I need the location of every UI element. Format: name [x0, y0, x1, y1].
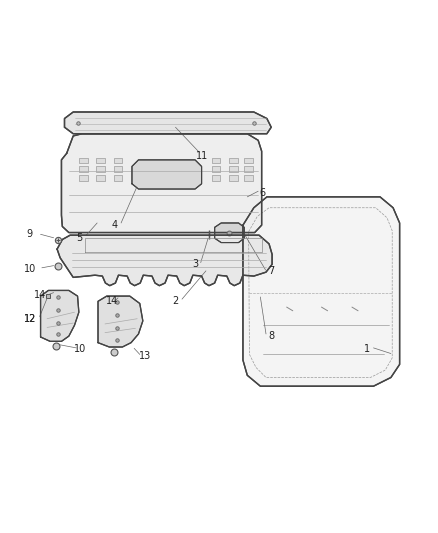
Bar — [114, 166, 122, 172]
Bar — [79, 166, 88, 172]
Text: 13: 13 — [139, 351, 151, 361]
Text: 9: 9 — [27, 229, 33, 239]
Text: 10: 10 — [74, 344, 86, 354]
Polygon shape — [132, 160, 201, 189]
Text: 7: 7 — [268, 266, 274, 276]
Bar — [114, 175, 122, 181]
Bar — [79, 175, 88, 181]
Text: 14: 14 — [106, 296, 119, 306]
Polygon shape — [243, 197, 399, 386]
Text: 2: 2 — [172, 296, 179, 306]
Bar — [212, 175, 220, 181]
Polygon shape — [98, 296, 143, 347]
Bar — [96, 158, 105, 163]
Text: 5: 5 — [77, 233, 83, 243]
Text: 3: 3 — [192, 260, 198, 269]
Bar — [212, 166, 220, 172]
Bar — [229, 158, 238, 163]
Text: 11: 11 — [195, 150, 208, 160]
Text: 4: 4 — [112, 220, 118, 230]
Bar — [79, 158, 88, 163]
Polygon shape — [57, 235, 272, 286]
Bar — [212, 158, 220, 163]
Polygon shape — [41, 290, 79, 341]
Bar — [229, 175, 238, 181]
Bar — [244, 166, 253, 172]
Bar — [229, 166, 238, 172]
Bar — [96, 175, 105, 181]
Text: 8: 8 — [268, 331, 274, 341]
Polygon shape — [61, 134, 261, 232]
Polygon shape — [215, 223, 244, 243]
Bar — [244, 158, 253, 163]
Polygon shape — [64, 112, 271, 134]
Bar — [96, 166, 105, 172]
Bar — [114, 158, 122, 163]
Text: 1: 1 — [364, 344, 370, 354]
Bar — [244, 175, 253, 181]
Text: 12: 12 — [24, 314, 36, 324]
Text: 12: 12 — [24, 314, 36, 324]
Text: 10: 10 — [24, 264, 36, 273]
Text: 14: 14 — [35, 290, 47, 300]
Text: 6: 6 — [259, 188, 265, 198]
